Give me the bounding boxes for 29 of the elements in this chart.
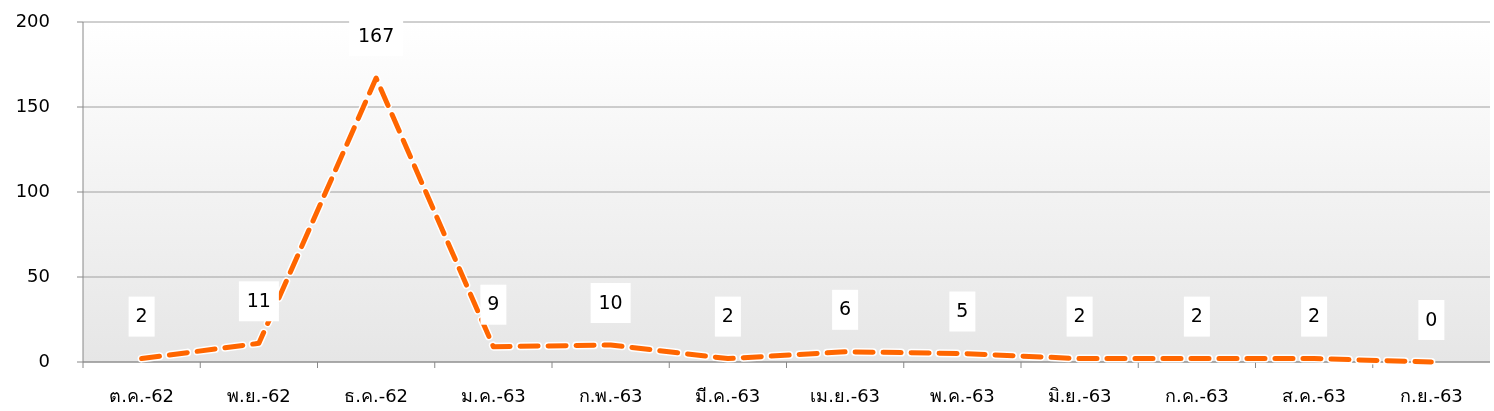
x-tick-label: พ.ค.-63 <box>929 385 995 406</box>
data-label: 5 <box>956 299 969 321</box>
y-tick-label: 0 <box>38 350 50 371</box>
data-label: 2 <box>1073 304 1086 327</box>
x-tick-label: มิ.ย.-63 <box>1047 385 1112 406</box>
y-tick-label: 100 <box>15 180 50 201</box>
x-tick-label: ต.ค.-62 <box>109 385 175 406</box>
data-label: 2 <box>721 304 734 327</box>
y-tick-label: 150 <box>15 95 50 116</box>
y-tick-label: 200 <box>15 10 50 31</box>
data-label: 2 <box>135 304 148 327</box>
data-label: 10 <box>598 290 623 313</box>
y-tick-label: 50 <box>27 265 50 286</box>
x-tick-label: ม.ค.-63 <box>460 385 526 406</box>
data-label: 6 <box>839 297 852 320</box>
data-label: 0 <box>1425 307 1438 330</box>
x-tick-label: ก.ค.-63 <box>1164 385 1229 406</box>
data-label: 167 <box>357 23 395 46</box>
x-tick-label: เม.ย.-63 <box>810 385 881 406</box>
x-tick-label: ธ.ค.-62 <box>344 385 409 406</box>
x-tick-label: ส.ค.-63 <box>1282 385 1347 406</box>
x-tick-label: พ.ย.-62 <box>226 385 291 406</box>
data-label: 2 <box>1190 304 1203 327</box>
x-tick-label: ก.พ.-63 <box>578 385 643 406</box>
data-label: 9 <box>487 292 500 315</box>
x-tick-label: มี.ค.-63 <box>695 385 761 406</box>
x-tick-label: ก.ย.-63 <box>1399 385 1463 406</box>
data-label: 2 <box>1308 304 1321 327</box>
data-label: 11 <box>246 288 271 311</box>
